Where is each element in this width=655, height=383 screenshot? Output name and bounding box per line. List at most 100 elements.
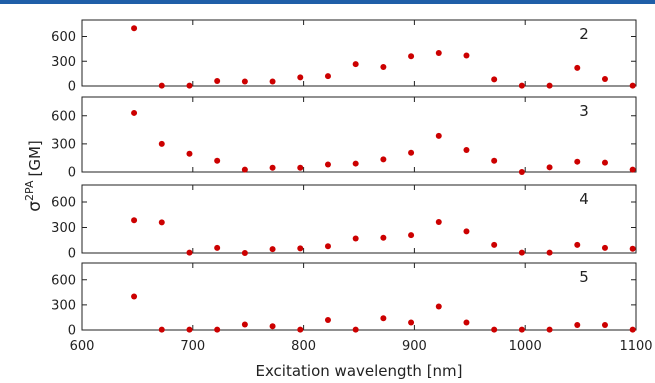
y-tick-label: 300 — [51, 55, 76, 70]
y-tick-label: 300 — [51, 221, 76, 236]
panel-label: 3 — [579, 102, 589, 120]
data-point — [629, 245, 636, 252]
panels-group: 0 300 600 2 0 300 600 3 0 300 600 4 0 300 600 5 — [51, 19, 637, 339]
panel-frame — [81, 184, 637, 254]
data-point — [491, 326, 498, 333]
data-point — [324, 316, 331, 323]
data-point — [546, 249, 553, 256]
x-tick-label: 1000 — [509, 339, 542, 354]
data-point — [186, 249, 193, 256]
data-point — [269, 323, 276, 330]
y-tick-label: 600 — [51, 30, 76, 45]
data-point — [380, 234, 387, 241]
data-point — [214, 326, 221, 333]
data-point — [574, 158, 581, 165]
data-point — [629, 326, 636, 333]
data-point — [158, 82, 165, 89]
y-tick-label: 0 — [68, 324, 76, 339]
data-point — [241, 78, 248, 85]
data-point — [131, 293, 138, 300]
data-point — [131, 217, 138, 224]
data-point — [324, 73, 331, 80]
panel-3: 0 300 600 3 — [51, 96, 637, 181]
data-point — [131, 25, 138, 32]
data-point — [601, 321, 608, 328]
data-point — [601, 244, 608, 251]
y-axis-label-superscript: 2PA — [23, 180, 36, 201]
data-point — [435, 50, 442, 56]
panel-label: 2 — [579, 25, 589, 43]
data-point — [131, 109, 138, 116]
data-point — [297, 164, 304, 171]
data-point — [214, 78, 221, 85]
data-point — [491, 76, 498, 83]
x-tick-label: 800 — [291, 339, 316, 354]
data-point — [629, 82, 636, 89]
data-point — [269, 246, 276, 253]
data-point — [324, 161, 331, 168]
panel-4: 0 300 600 4 — [51, 184, 637, 262]
data-point — [463, 52, 470, 59]
data-point — [518, 169, 525, 175]
data-point — [546, 326, 553, 333]
data-point — [518, 249, 525, 256]
panel-frame — [81, 19, 637, 87]
data-point — [269, 164, 276, 171]
x-axis-label: Excitation wavelength [nm] — [255, 362, 462, 380]
x-tick-label: 600 — [70, 339, 95, 354]
x-tick-label: 900 — [402, 339, 427, 354]
data-point — [546, 82, 553, 89]
data-point — [435, 303, 442, 310]
data-point — [601, 159, 608, 166]
y-axis-label-symbol: σ — [25, 201, 45, 212]
data-point — [601, 75, 608, 82]
data-point — [297, 245, 304, 252]
data-point — [463, 228, 470, 235]
data-point — [352, 160, 359, 167]
data-point — [158, 219, 165, 226]
data-point — [435, 132, 442, 139]
y-tick-label: 600 — [51, 109, 76, 124]
data-point — [408, 319, 415, 326]
y-tick-label: 600 — [51, 196, 76, 211]
data-point — [380, 315, 387, 322]
data-point — [491, 241, 498, 248]
x-tick-label: 1100 — [619, 339, 652, 354]
y-tick-label: 300 — [51, 298, 76, 313]
data-point — [158, 140, 165, 147]
data-point — [324, 243, 331, 250]
data-point — [463, 146, 470, 153]
y-tick-label: 0 — [68, 247, 76, 262]
y-axis-label: σ2PA [GM] — [23, 140, 45, 212]
panel-frame — [81, 262, 637, 331]
data-point — [352, 326, 359, 333]
data-point — [158, 326, 165, 333]
panel-label: 5 — [579, 268, 589, 286]
panel-2: 0 300 600 2 — [51, 19, 637, 95]
data-point — [574, 241, 581, 248]
data-point — [186, 82, 193, 89]
y-tick-label: 300 — [51, 137, 76, 152]
data-point — [518, 82, 525, 89]
panel-5: 0 300 600 5 — [51, 262, 637, 339]
panel-label: 4 — [579, 190, 589, 208]
data-point — [352, 61, 359, 68]
top-accent-bar — [0, 0, 655, 4]
data-point — [352, 235, 359, 242]
y-tick-label: 0 — [68, 166, 76, 181]
data-point — [408, 149, 415, 156]
data-point — [546, 164, 553, 171]
x-tick-label: 700 — [180, 339, 205, 354]
data-point — [518, 326, 525, 333]
data-point — [186, 326, 193, 333]
x-axis: 600 700 800 900 1000 1100 — [70, 339, 653, 354]
data-point — [297, 74, 304, 81]
data-point — [214, 157, 221, 164]
data-point — [380, 64, 387, 71]
data-point — [491, 157, 498, 164]
y-tick-label: 0 — [68, 80, 76, 95]
y-tick-label: 600 — [51, 273, 76, 288]
data-point — [463, 319, 470, 326]
data-point — [241, 321, 248, 328]
